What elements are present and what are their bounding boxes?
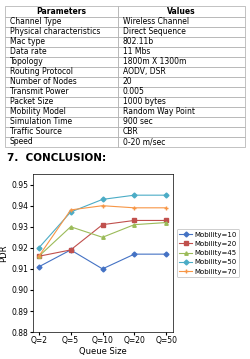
X-axis label: Queue Size: Queue Size — [79, 347, 126, 356]
Mobility=50 — [37, 246, 40, 250]
Text: 7.  CONCLUSION:: 7. CONCLUSION: — [8, 153, 106, 163]
Mobility=50 — [133, 193, 136, 197]
Mobility=45 — [69, 225, 72, 229]
Mobility=50 — [69, 210, 72, 214]
Line: Mobility=70: Mobility=70 — [37, 204, 168, 258]
Mobility=45 — [165, 220, 168, 225]
Mobility=70 — [133, 206, 136, 210]
Mobility=10 — [165, 252, 168, 256]
Line: Mobility=45: Mobility=45 — [37, 221, 168, 258]
Mobility=50 — [165, 193, 168, 197]
Mobility=45 — [37, 254, 40, 258]
Mobility=10 — [37, 265, 40, 269]
Line: Mobility=20: Mobility=20 — [37, 219, 168, 258]
Legend: Mobility=10, Mobility=20, Mobility=45, Mobility=50, Mobility=70: Mobility=10, Mobility=20, Mobility=45, M… — [177, 229, 239, 277]
Mobility=20 — [69, 248, 72, 252]
Mobility=20 — [101, 223, 104, 227]
Mobility=20 — [165, 218, 168, 223]
Mobility=20 — [37, 254, 40, 258]
Mobility=70 — [69, 208, 72, 212]
Mobility=20 — [133, 218, 136, 223]
Mobility=70 — [165, 206, 168, 210]
Line: Mobility=50: Mobility=50 — [37, 194, 168, 250]
Mobility=10 — [133, 252, 136, 256]
Mobility=45 — [133, 223, 136, 227]
Mobility=70 — [37, 254, 40, 258]
Y-axis label: PDR: PDR — [0, 244, 8, 262]
Line: Mobility=10: Mobility=10 — [37, 248, 168, 271]
Mobility=50 — [101, 197, 104, 201]
Mobility=10 — [69, 248, 72, 252]
Mobility=10 — [101, 267, 104, 271]
Mobility=70 — [101, 204, 104, 208]
Mobility=45 — [101, 235, 104, 239]
